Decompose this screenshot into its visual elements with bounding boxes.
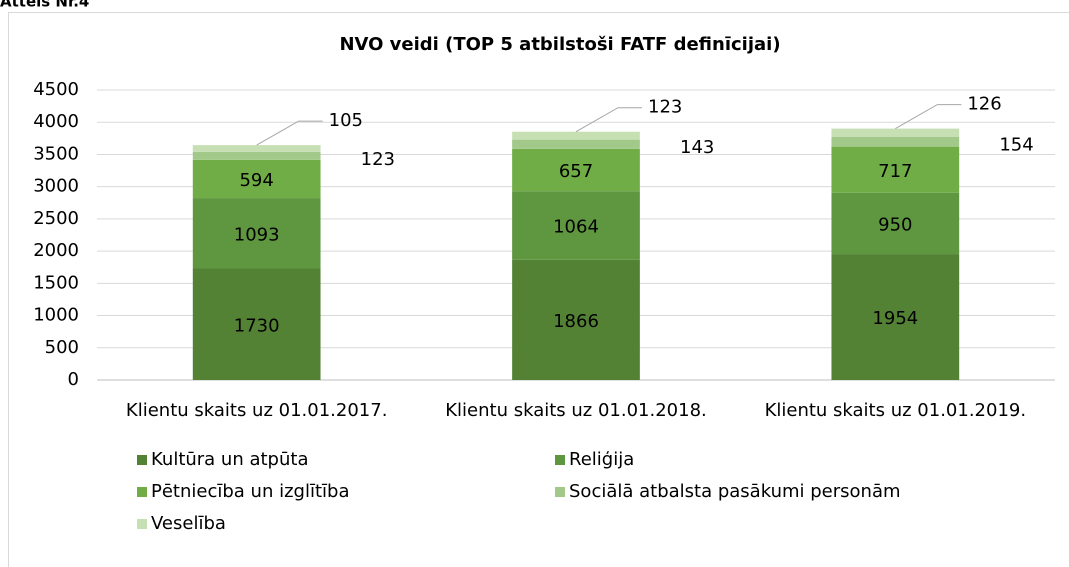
bar-segment [192, 151, 321, 160]
data-label: 1866 [553, 311, 599, 332]
leader-line [575, 107, 642, 133]
legend-swatch [137, 519, 147, 529]
y-tick-label: 2000 [33, 240, 79, 261]
data-label: 1954 [872, 308, 918, 329]
bar-segment [831, 136, 960, 147]
data-label: 1730 [234, 315, 280, 336]
bar-segment [512, 131, 640, 140]
data-label: 143 [680, 137, 714, 158]
x-tick-label: Klientu skaits uz 01.01.2017. [126, 400, 388, 421]
y-tick-label: 2500 [33, 208, 79, 229]
bar-segment [512, 148, 640, 192]
leader-line [895, 104, 962, 130]
data-label: 657 [559, 161, 593, 182]
y-tick-label: 4500 [33, 79, 79, 100]
bar-segment [831, 192, 960, 255]
data-label: 126 [967, 94, 1001, 115]
bar-segment [512, 191, 640, 260]
legend-swatch [137, 455, 147, 465]
y-tick-label: 4000 [33, 111, 79, 132]
bar-segment [512, 259, 640, 380]
x-tick-label: Klientu skaits uz 01.01.2019. [765, 400, 1027, 421]
data-label: 1093 [234, 224, 280, 245]
legend-label: Veselība [151, 513, 226, 534]
data-label: 123 [648, 97, 682, 118]
data-label: 154 [999, 135, 1033, 156]
data-label: 123 [361, 149, 395, 170]
figure-label: Attēls Nr.4 [0, 0, 89, 11]
y-tick-label: 0 [68, 369, 79, 390]
legend-swatch [555, 487, 565, 497]
bar-segment [192, 268, 321, 380]
bar-segment [192, 198, 321, 269]
legend-label: Pētniecība un izglītība [151, 481, 349, 502]
bar-segment [831, 146, 960, 193]
bar-segment [192, 159, 321, 199]
y-tick-label: 3000 [33, 176, 79, 197]
x-tick-label: Klientu skaits uz 01.01.2018. [445, 400, 707, 421]
legend-swatch [137, 487, 147, 497]
data-label: 717 [878, 161, 912, 182]
legend-label: Reliģija [569, 449, 634, 470]
bar-segment [831, 128, 960, 137]
data-label: 594 [239, 170, 273, 191]
y-tick-label: 1500 [33, 272, 79, 293]
data-label: 105 [329, 110, 363, 131]
data-label: 1064 [553, 216, 599, 237]
bar-segment [831, 254, 960, 380]
y-tick-label: 500 [45, 337, 79, 358]
y-tick-label: 3500 [33, 143, 79, 164]
legend-label: Kultūra un atpūta [151, 449, 308, 470]
y-tick-label: 1000 [33, 305, 79, 326]
leader-line [256, 120, 323, 146]
bar-segment [512, 139, 640, 149]
legend-label: Sociālā atbalsta pasākumi personām [569, 481, 901, 502]
legend-swatch [555, 455, 565, 465]
chart-title: NVO veidi (TOP 5 atbilstoši FATF definīc… [339, 34, 780, 55]
data-label: 950 [878, 214, 912, 235]
bar-segment [192, 145, 321, 152]
